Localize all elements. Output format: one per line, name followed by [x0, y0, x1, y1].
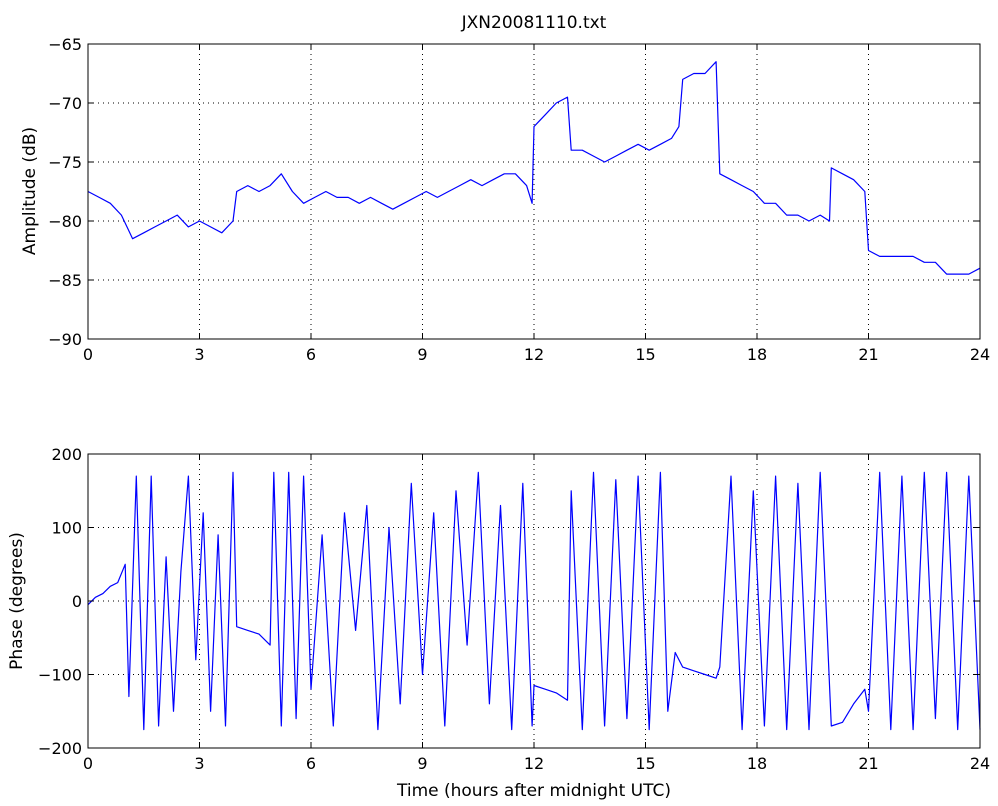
- amplitude-y-tick-label: −85: [48, 271, 82, 290]
- amplitude-series-group: [87, 61, 981, 275]
- phase-x-tick-label: 9: [417, 754, 427, 773]
- phase-series-group: [87, 471, 981, 731]
- amplitude-x-tick-label: 15: [635, 345, 655, 364]
- phase-x-tick-label: 18: [747, 754, 767, 773]
- amplitude-y-tick-label: −80: [48, 212, 82, 231]
- phase-x-tick-label: 12: [524, 754, 544, 773]
- amplitude-y-tick-label: −65: [48, 35, 82, 54]
- phase-x-axis-label: Time (hours after midnight UTC): [396, 781, 671, 801]
- phase-y-tick-label: 200: [51, 445, 82, 464]
- phase-x-tick-label: 0: [83, 754, 93, 773]
- amplitude-y-axis-label: Amplitude (dB): [20, 127, 40, 255]
- amplitude-y-tick-label: −75: [48, 153, 82, 172]
- amplitude-x-tick-label: 9: [417, 345, 427, 364]
- amplitude-y-tick-label: −70: [48, 94, 82, 113]
- phase-y-tick-label: −100: [38, 666, 82, 685]
- phase-x-tick-label: 24: [970, 754, 990, 773]
- amplitude-ticks: 0 3 6 9 12 15 18 21 24 −90 −85 −80 −75 −70 −65: [48, 35, 990, 364]
- amplitude-grid: [88, 44, 980, 339]
- phase-x-tick-label: 3: [194, 754, 204, 773]
- amplitude-x-tick-label: 24: [970, 345, 990, 364]
- phase-x-tick-label: 6: [306, 754, 316, 773]
- phase-y-tick-label: −200: [38, 739, 82, 758]
- amplitude-x-tick-label: 6: [306, 345, 316, 364]
- phase-y-tick-label: 100: [51, 519, 82, 538]
- phase-series-line: [87, 471, 981, 731]
- phase-panel: 0 3 6 9 12 15 18 21 24 −200 −100 0 100 200 Time (hour…: [7, 445, 990, 801]
- amplitude-y-tick-label: −90: [48, 330, 82, 349]
- phase-ticks: 0 3 6 9 12 15 18 21 24 −200 −100 0 100 200: [38, 445, 990, 773]
- phase-y-axis-label: Phase (degrees): [7, 532, 27, 670]
- amplitude-x-tick-label: 3: [194, 345, 204, 364]
- amplitude-x-tick-label: 21: [858, 345, 878, 364]
- phase-x-tick-label: 21: [858, 754, 878, 773]
- amplitude-panel: 0 3 6 9 12 15 18 21 24 −90 −85 −80 −75 −70 −65 JXN2008…: [20, 13, 990, 364]
- chart-title: JXN20081110.txt: [461, 13, 607, 33]
- amplitude-x-tick-label: 0: [83, 345, 93, 364]
- amplitude-x-tick-label: 12: [524, 345, 544, 364]
- amplitude-x-tick-label: 18: [747, 345, 767, 364]
- phase-x-tick-label: 15: [635, 754, 655, 773]
- phase-y-tick-label: 0: [72, 592, 82, 611]
- amplitude-series-line: [87, 61, 981, 275]
